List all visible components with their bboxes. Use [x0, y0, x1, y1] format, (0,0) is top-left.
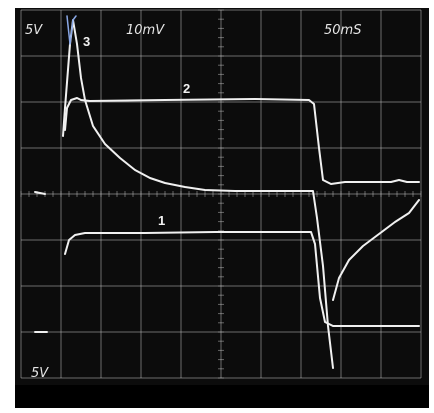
ch1-volts-div-label: 5V — [25, 23, 43, 38]
ch3-volts-div-label: 5V — [31, 366, 49, 381]
graticule-grid — [20, 9, 422, 379]
ground-marker — [34, 191, 46, 195]
waveform-traces — [34, 15, 420, 369]
trace-3-waveform — [62, 19, 334, 369]
trace-2-label: 2 — [183, 81, 191, 96]
trace-3-spike — [66, 15, 77, 45]
trace-1-label: 1 — [158, 213, 166, 228]
time-div-label: 50mS — [324, 23, 362, 38]
trace-2-waveform — [64, 97, 420, 185]
trace-1-waveform — [64, 231, 420, 327]
bottom-bar — [15, 385, 429, 408]
trace-3-label: 3 — [83, 34, 91, 49]
trace-1-recovery — [332, 199, 420, 301]
ch2-volts-div-label: 10mV — [126, 23, 165, 38]
oscilloscope-screen: 5V 10mV 50mS 5V 3 2 1 — [15, 8, 429, 385]
scope-display — [20, 9, 422, 379]
